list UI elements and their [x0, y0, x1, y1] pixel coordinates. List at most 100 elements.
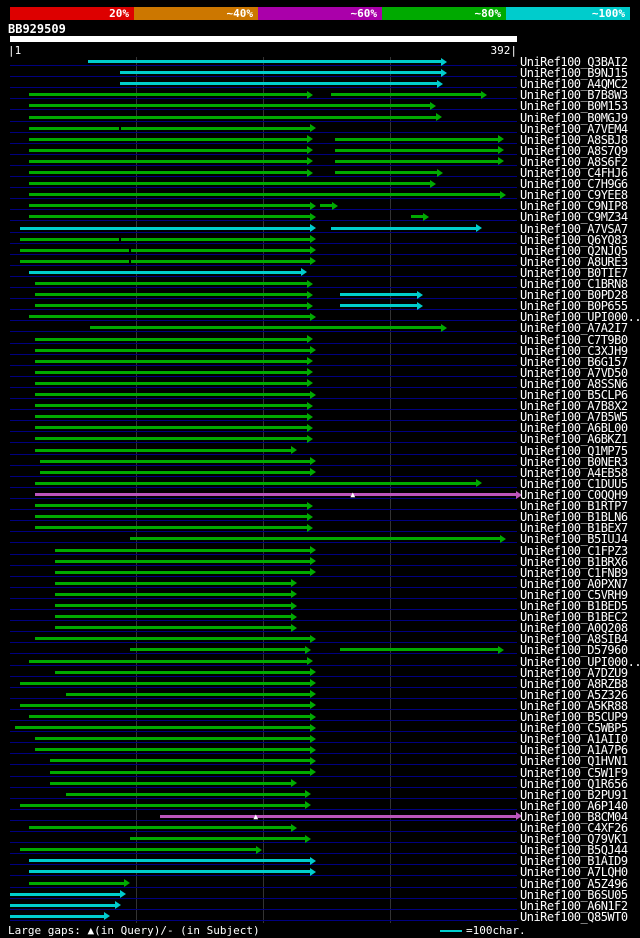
alignment-segment[interactable] [130, 537, 501, 541]
alignment-segment[interactable] [55, 604, 291, 608]
hit-label[interactable]: UniRef100_A8SIB4 [520, 632, 628, 647]
alignment-segment[interactable] [15, 726, 311, 730]
alignment-segment[interactable] [34, 282, 308, 286]
alignment-segment[interactable] [29, 148, 308, 152]
alignment-segment[interactable] [20, 681, 311, 685]
alignment-segment[interactable] [29, 93, 308, 97]
alignment-segment[interactable] [55, 548, 311, 552]
hit-label[interactable]: UniRef100_B0TIE7 [520, 265, 628, 280]
alignment-segment[interactable] [34, 404, 308, 408]
alignment-segment[interactable] [34, 304, 308, 308]
hit-label[interactable]: UniRef100_A0PXN7 [520, 576, 628, 591]
hit-label[interactable]: UniRef100_A4EB58 [520, 465, 628, 480]
hit-label[interactable]: UniRef100_A4QMC2 [520, 77, 628, 92]
hit-label[interactable]: UniRef100_B9NJ15 [520, 66, 628, 81]
alignment-segment[interactable] [29, 859, 311, 863]
alignment-segment[interactable] [20, 248, 311, 252]
alignment-segment[interactable] [130, 837, 305, 841]
hit-label[interactable]: UniRef100_UPI000... [520, 654, 640, 669]
alignment-segment[interactable] [55, 670, 311, 674]
alignment-segment[interactable] [39, 470, 311, 474]
alignment-segment[interactable] [29, 215, 311, 219]
alignment-segment[interactable] [65, 692, 311, 696]
alignment-segment[interactable] [29, 870, 311, 874]
hit-label[interactable]: UniRef100_A7A2I7 [520, 321, 628, 336]
hit-label[interactable]: UniRef100_B0M153 [520, 99, 628, 114]
hit-label[interactable]: UniRef100_B2PU91 [520, 787, 628, 802]
hit-label[interactable]: UniRef100_A8RZB8 [520, 676, 628, 691]
alignment-segment[interactable] [10, 892, 120, 896]
hit-label[interactable]: UniRef100_A5Z496 [520, 876, 628, 891]
hit-label[interactable]: UniRef100_B5QJ44 [520, 843, 628, 858]
alignment-segment[interactable] [34, 381, 308, 385]
alignment-segment[interactable] [34, 481, 476, 485]
hit-label[interactable]: UniRef100_A6N1F2 [520, 898, 628, 913]
alignment-segment[interactable] [330, 93, 481, 97]
alignment-segment[interactable] [339, 304, 418, 308]
hit-label[interactable]: UniRef100_A8URE3 [520, 254, 628, 269]
alignment-segment[interactable] [34, 293, 308, 297]
hit-label[interactable]: UniRef100_Q85WT0 [520, 909, 628, 924]
hit-label[interactable]: UniRef100_C9NIP8 [520, 199, 628, 214]
hit-label[interactable]: UniRef100_Q1R656 [520, 776, 628, 791]
alignment-segment[interactable] [334, 171, 437, 175]
hit-label[interactable]: UniRef100_B1BLN6 [520, 510, 628, 525]
alignment-segment[interactable] [334, 159, 498, 163]
alignment-segment[interactable] [34, 348, 311, 352]
alignment-segment[interactable] [320, 204, 333, 208]
alignment-segment[interactable] [119, 82, 437, 86]
alignment-segment[interactable] [339, 293, 418, 297]
alignment-segment[interactable] [34, 493, 516, 496]
hit-label[interactable]: UniRef100_B5CUP9 [520, 710, 628, 725]
alignment-segment[interactable] [119, 71, 441, 75]
alignment-segment[interactable] [29, 115, 436, 119]
hit-label[interactable]: UniRef100_B8CM04 [520, 809, 628, 824]
alignment-segment[interactable] [29, 171, 308, 175]
alignment-segment[interactable] [55, 592, 291, 596]
hit-label[interactable]: UniRef100_A7B8X2 [520, 399, 628, 414]
hit-label[interactable]: UniRef100_B1RTP7 [520, 499, 628, 514]
hit-label[interactable]: UniRef100_B0NER3 [520, 454, 628, 469]
hit-label[interactable]: UniRef100_C9YEE8 [520, 188, 628, 203]
alignment-segment[interactable] [29, 137, 308, 141]
hit-label[interactable]: UniRef100_B0MGJ9 [520, 110, 628, 125]
alignment-segment[interactable] [20, 259, 311, 263]
hit-label[interactable]: UniRef100_C5WBP5 [520, 721, 628, 736]
alignment-segment[interactable] [29, 182, 431, 186]
hit-label[interactable]: UniRef100_B1BEX7 [520, 521, 628, 536]
alignment-segment[interactable] [34, 737, 311, 741]
hit-label[interactable]: UniRef100_B1AID9 [520, 854, 628, 869]
alignment-segment[interactable] [29, 193, 501, 197]
alignment-segment[interactable] [34, 448, 291, 452]
alignment-segment[interactable] [29, 315, 311, 319]
hit-label[interactable]: UniRef100_Q79VK1 [520, 832, 628, 847]
hit-label[interactable]: UniRef100_C7H9G6 [520, 177, 628, 192]
alignment-segment[interactable] [29, 159, 308, 163]
alignment-segment[interactable] [334, 148, 498, 152]
alignment-segment[interactable] [50, 781, 291, 785]
alignment-segment[interactable] [55, 581, 291, 585]
alignment-segment[interactable] [20, 703, 311, 707]
hit-label[interactable]: UniRef100_B6G157 [520, 354, 628, 369]
hit-label[interactable]: UniRef100_C1FNB9 [520, 565, 628, 580]
hit-label[interactable]: UniRef100_B7B8W3 [520, 88, 628, 103]
alignment-segment[interactable] [34, 504, 308, 508]
hit-label[interactable]: UniRef100_C7T9B0 [520, 332, 628, 347]
hit-label[interactable]: UniRef100_B6SU05 [520, 887, 628, 902]
hit-label[interactable]: UniRef100_B1BED5 [520, 599, 628, 614]
hit-label[interactable]: UniRef100_A8S7Q9 [520, 143, 628, 158]
hit-label[interactable]: UniRef100_A0Q208 [520, 621, 628, 636]
alignment-segment[interactable] [55, 626, 291, 630]
alignment-segment[interactable] [130, 648, 305, 652]
alignment-segment[interactable] [410, 215, 423, 219]
alignment-segment[interactable] [29, 270, 301, 274]
alignment-segment[interactable] [34, 426, 308, 430]
alignment-segment[interactable] [55, 615, 291, 619]
alignment-segment[interactable] [339, 648, 498, 652]
hit-label[interactable]: UniRef100_A7LQH0 [520, 865, 628, 880]
hit-label[interactable]: UniRef100_Q3BAI2 [520, 55, 628, 69]
hit-label[interactable]: UniRef100_D57960 [520, 643, 628, 658]
hit-label[interactable]: UniRef100_UPI000... [520, 310, 640, 325]
hit-label[interactable]: UniRef100_Q1HVN1 [520, 754, 628, 769]
alignment-segment[interactable] [34, 370, 308, 374]
